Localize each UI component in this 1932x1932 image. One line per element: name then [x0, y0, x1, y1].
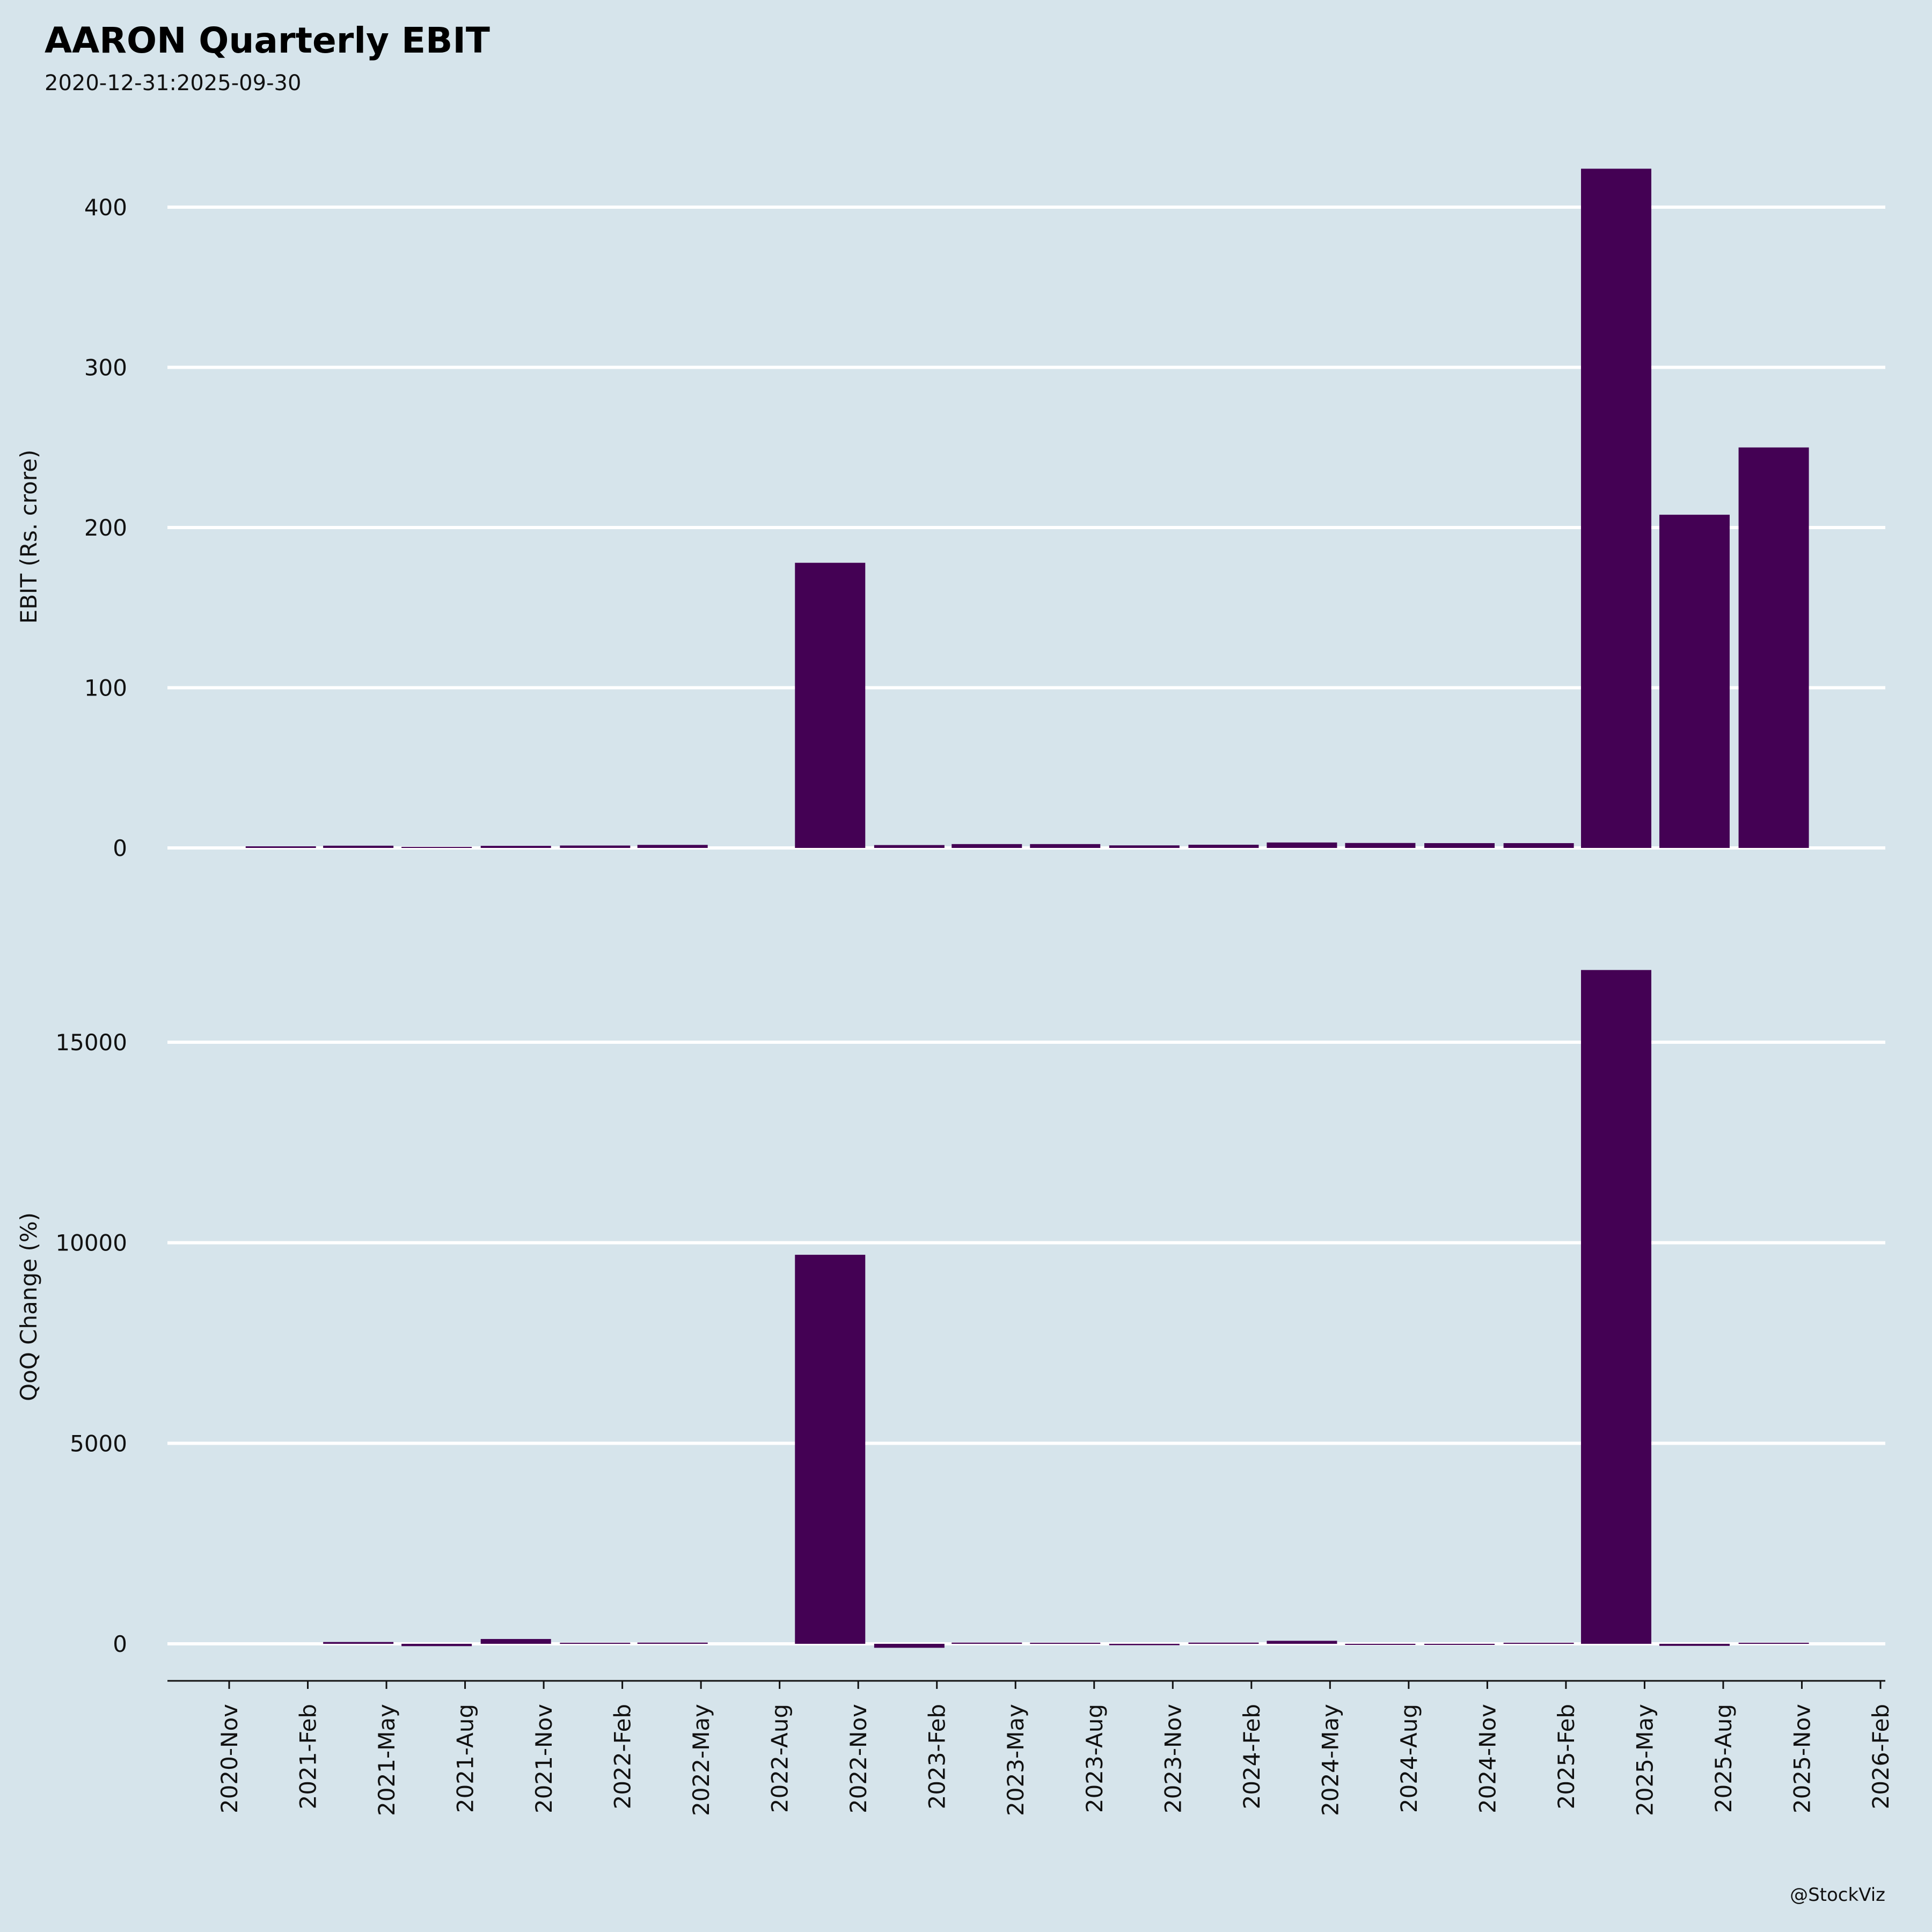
x-axis-ticks: 2020-Nov 2021-Feb 2021-May 2021-Aug 2021-Nov…	[216, 1681, 1894, 1816]
chart-title: AARON Quarterly EBIT	[45, 20, 490, 61]
x-tick-label: 2021-Aug	[452, 1704, 479, 1813]
ebit-bar	[1424, 843, 1495, 848]
qoq-bar	[1738, 1643, 1809, 1644]
qoq-bar	[1345, 1644, 1416, 1645]
y-tick-label: 200	[84, 515, 127, 541]
chart-subtitle: 2020-12-31:2025-09-30	[45, 71, 301, 96]
x-tick-label: 2023-Aug	[1081, 1704, 1108, 1813]
x-tick-label: 2026-Feb	[1868, 1704, 1894, 1809]
y-tick-label: 400	[84, 194, 127, 221]
qoq-bar	[795, 1255, 866, 1644]
qoq-bar	[1267, 1641, 1337, 1644]
qoq-bar	[1659, 1644, 1730, 1646]
ebit-bar	[795, 562, 866, 848]
ebit-bar	[1109, 845, 1180, 848]
qoq-bar	[1503, 1643, 1574, 1644]
qoq-bar	[1424, 1644, 1495, 1645]
x-tick-label: 2020-Nov	[216, 1704, 243, 1813]
qoq-bar	[560, 1643, 631, 1644]
y-tick-label: 0	[113, 1631, 127, 1657]
qoq-bar	[401, 1644, 472, 1646]
ebit-bar	[1030, 844, 1101, 848]
x-tick-label: 2024-May	[1317, 1704, 1343, 1816]
qoq-bar	[480, 1639, 551, 1644]
qoq-bar	[1580, 970, 1651, 1644]
x-tick-label: 2021-May	[374, 1704, 400, 1816]
ebit-bar	[245, 846, 316, 848]
x-tick-label: 2025-May	[1631, 1704, 1658, 1816]
y-tick-label: 5000	[70, 1430, 127, 1457]
qoq-bar	[1109, 1644, 1180, 1645]
x-tick-label: 2023-Feb	[924, 1704, 950, 1809]
ebit-bar	[874, 845, 945, 848]
x-tick-label: 2022-May	[688, 1704, 714, 1816]
ebit-bar	[323, 845, 394, 848]
y-tick-label: 10000	[55, 1230, 127, 1256]
x-tick-label: 2023-May	[1002, 1704, 1029, 1816]
watermark: @StockViz	[1790, 1884, 1885, 1906]
ebit-bar	[401, 847, 472, 848]
x-tick-label: 2021-Feb	[295, 1704, 321, 1809]
x-tick-label: 2022-Aug	[767, 1704, 793, 1813]
ebit-bar	[1738, 447, 1809, 848]
x-tick-label: 2024-Aug	[1396, 1704, 1422, 1813]
x-tick-label: 2022-Feb	[610, 1704, 636, 1809]
ebit-bar	[560, 845, 631, 848]
ebit-bars	[245, 169, 1809, 848]
ebit-bar	[637, 845, 708, 848]
ebit-bar	[1345, 843, 1416, 848]
qoq-bar	[952, 1642, 1022, 1644]
ebit-bar	[952, 844, 1022, 848]
x-tick-label: 2024-Nov	[1474, 1704, 1501, 1813]
y-tick-label: 15000	[55, 1029, 127, 1056]
qoq-bar	[874, 1644, 945, 1648]
qoq-bar	[1030, 1643, 1101, 1644]
x-tick-label: 2025-Aug	[1710, 1704, 1737, 1813]
ebit-bar	[1659, 515, 1730, 848]
ebit-bar	[480, 846, 551, 848]
qoq-bar	[637, 1642, 708, 1644]
y-tick-label: 100	[84, 675, 127, 701]
x-tick-label: 2021-Nov	[531, 1704, 557, 1813]
ebit-bar	[1188, 845, 1259, 848]
y-tick-label: 0	[113, 835, 127, 861]
qoq-bars	[323, 970, 1809, 1648]
x-tick-label: 2025-Feb	[1553, 1704, 1579, 1809]
ebit-bar	[1580, 169, 1651, 848]
y-tick-label: 300	[84, 355, 127, 381]
x-tick-label: 2022-Nov	[845, 1704, 872, 1813]
qoq-bar	[323, 1642, 394, 1644]
ebit-bar	[1503, 843, 1574, 848]
x-tick-label: 2023-Nov	[1160, 1704, 1186, 1813]
ebit-bar	[1267, 842, 1337, 848]
x-tick-label: 2025-Nov	[1789, 1704, 1815, 1813]
x-tick-label: 2024-Feb	[1239, 1704, 1265, 1809]
bottom-y-axis-label: QoQ Change (%)	[16, 1212, 42, 1401]
top-y-axis-label: EBIT (Rs. crore)	[16, 450, 42, 624]
qoq-bar	[1188, 1642, 1259, 1644]
